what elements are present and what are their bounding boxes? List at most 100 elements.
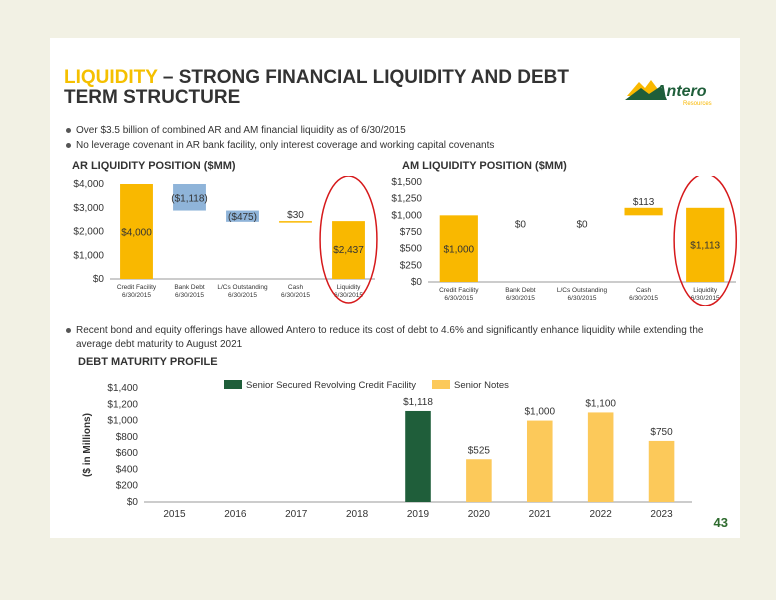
x-tick-label: 2018 (346, 509, 369, 520)
data-label: $1,118 (403, 397, 433, 408)
x-tick-label: 2020 (468, 509, 491, 520)
bar (439, 215, 478, 282)
data-label: $4,000 (121, 228, 152, 239)
bar (279, 221, 312, 223)
bullet-item: No leverage covenant in AR bank facility… (64, 139, 724, 153)
y-tick-label: $4,000 (73, 179, 104, 190)
x-tick-label: 6/30/2015 (228, 292, 257, 299)
x-tick-label: 2021 (529, 509, 552, 520)
y-tick-label: $600 (116, 448, 139, 459)
bar (226, 210, 259, 222)
debt-chart-title: DEBT MATURITY PROFILE (78, 356, 218, 368)
top-bullets: Over $3.5 billion of combined AR and AM … (64, 124, 724, 154)
y-tick-label: $3,000 (73, 203, 104, 214)
x-tick-label: 6/30/2015 (334, 292, 363, 299)
data-label: $1,113 (690, 241, 720, 252)
x-tick-label: 6/30/2015 (122, 292, 151, 299)
x-tick-label: Credit Facility (439, 287, 479, 294)
legend-label: Senior Notes (454, 380, 509, 391)
highlight-circle (673, 176, 738, 306)
y-tick-label: $2,000 (73, 227, 104, 238)
x-tick-label: Liquidity (693, 287, 718, 294)
x-tick-label: 2022 (590, 509, 613, 520)
data-label: $0 (576, 219, 588, 230)
y-tick-label: $1,500 (391, 177, 422, 188)
bullet-item: Over $3.5 billion of combined AR and AM … (64, 124, 724, 138)
x-tick-label: L/Cs Outstanding (557, 287, 608, 294)
bar (648, 440, 675, 502)
x-tick-label: 2017 (285, 509, 308, 520)
x-tick-label: Cash (636, 287, 652, 294)
x-tick-label: 2019 (407, 509, 430, 520)
bar (686, 207, 725, 282)
x-tick-label: L/Cs Outstanding (217, 284, 268, 291)
y-tick-label: $800 (116, 432, 139, 443)
y-tick-label: $500 (400, 244, 423, 255)
x-tick-label: Cash (288, 284, 304, 291)
legend-label: Senior Secured Revolving Credit Facility (246, 380, 416, 391)
bar (332, 221, 365, 279)
data-label: $1,000 (444, 245, 475, 256)
am-chart-title: AM LIQUIDITY POSITION ($MM) (402, 160, 567, 172)
mid-bullets: Recent bond and equity offerings have al… (64, 324, 724, 353)
bullet-item: Recent bond and equity offerings have al… (64, 324, 724, 352)
data-label: $2,437 (333, 245, 364, 256)
ar-chart-title: AR LIQUIDITY POSITION ($MM) (72, 160, 236, 172)
bar (466, 459, 492, 502)
data-label: ($475) (228, 212, 257, 223)
y-tick-label: $1,400 (107, 383, 138, 394)
y-tick-label: $0 (93, 274, 105, 285)
y-tick-label: $0 (411, 277, 423, 288)
y-tick-label: $0 (127, 497, 139, 508)
y-tick-label: $400 (116, 464, 139, 475)
x-tick-label: 6/30/2015 (444, 295, 473, 302)
x-tick-label: 6/30/2015 (506, 295, 535, 302)
x-tick-label: 2023 (650, 509, 673, 520)
y-tick-label: $250 (400, 260, 423, 271)
x-tick-label: 6/30/2015 (175, 292, 204, 299)
bar (624, 207, 663, 216)
legend-swatch (432, 380, 450, 389)
y-axis-label: ($ in Millions) (82, 413, 93, 477)
x-tick-label: 6/30/2015 (568, 295, 597, 302)
title-rest: – STRONG FINANCIAL LIQUIDITY AND DEBT TE… (64, 67, 569, 108)
bar (405, 410, 431, 502)
debt-maturity-chart: $0 $200 $400 $600 $800 $1,000 $1,200 $1,400 ($ i… (82, 380, 692, 520)
y-tick-label: $1,000 (107, 416, 138, 427)
x-tick-label: 6/30/2015 (629, 295, 658, 302)
x-tick-label: 2016 (224, 509, 247, 520)
data-label: ($1,118) (171, 193, 208, 204)
data-label: $1,100 (585, 398, 616, 409)
slide-title: LIQUIDITY – STRONG FINANCIAL LIQUIDITY A… (64, 68, 624, 108)
bar (120, 184, 153, 279)
slide: LIQUIDITY – STRONG FINANCIAL LIQUIDITY A… (50, 38, 740, 538)
y-tick-label: $1,000 (73, 250, 104, 261)
bar (526, 420, 553, 502)
y-tick-label: $1,200 (107, 399, 138, 410)
y-tick-label: $750 (400, 227, 423, 238)
logo-sub: Resources (683, 101, 712, 107)
y-tick-label: $1,000 (391, 210, 422, 221)
bar (173, 184, 206, 211)
x-tick-label: 2015 (163, 509, 186, 520)
data-label: $113 (633, 197, 655, 208)
bar (587, 412, 614, 502)
x-tick-label: 6/30/2015 (691, 295, 720, 302)
data-label: $0 (515, 219, 527, 230)
data-label: $30 (287, 210, 304, 221)
antero-logo: Antero Resources (625, 74, 715, 110)
highlight-circle (319, 176, 378, 304)
x-tick-label: Bank Debt (505, 287, 536, 294)
am-liquidity-chart: $0 $250 $500 $750 $1,000 $1,250 $1,500 $1,000 Cr… (391, 176, 738, 306)
title-highlight: LIQUIDITY (64, 67, 158, 88)
x-tick-label: Credit Facility (117, 284, 157, 291)
y-tick-label: $200 (116, 481, 139, 492)
y-tick-label: $1,250 (391, 194, 422, 205)
legend-swatch (224, 380, 242, 389)
data-label: $750 (650, 427, 673, 438)
ar-liquidity-chart: $0 $1,000 $2,000 $3,000 $4,000 $4,000 Credit F… (73, 176, 378, 304)
data-label: $525 (468, 445, 491, 456)
x-tick-label: 6/30/2015 (281, 292, 310, 299)
logo-name: Antero (654, 83, 707, 100)
x-tick-label: Liquidity (337, 284, 362, 291)
